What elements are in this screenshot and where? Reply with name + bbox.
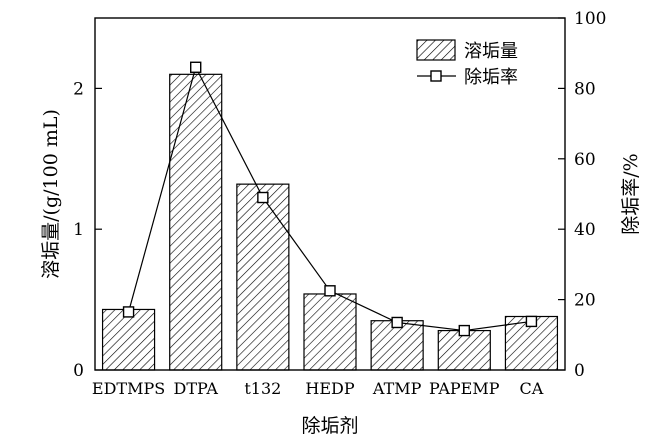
- bar-papemp: [437, 329, 491, 371]
- right-axis: 0 20 40 60 80 100: [558, 9, 606, 381]
- x-tick-label: EDTMPS: [92, 379, 165, 398]
- bar-hedp: [303, 293, 357, 371]
- y-tick-label: 2: [73, 79, 84, 99]
- bars-layer: [101, 73, 559, 371]
- y-tick-label: 1: [73, 220, 84, 240]
- point-dtpa: [190, 61, 202, 73]
- y-axis-title: 溶垢量/(g/100 mL): [40, 109, 62, 279]
- point-hedp: [324, 285, 336, 297]
- y2-tick-label: 20: [574, 291, 596, 311]
- legend-line-marker: [430, 70, 442, 82]
- legend-bar-label: 溶垢量: [464, 41, 518, 62]
- y2-tick-label: 60: [574, 150, 596, 170]
- x-tick-label: DTPA: [174, 379, 219, 398]
- bar-dtpa: [169, 73, 223, 371]
- bar-edtmps: [101, 308, 156, 371]
- x-axis-title: 除垢剂: [301, 415, 358, 437]
- x-tick-label: t132: [244, 379, 281, 398]
- y2-tick-label: 100: [574, 9, 606, 29]
- point-ca: [525, 315, 538, 328]
- point-t132: [257, 191, 269, 204]
- y-tick-label: 0: [73, 361, 84, 381]
- y2-tick-label: 80: [574, 79, 596, 99]
- plot-frame: [94, 17, 566, 371]
- x-tick-label: HEDP: [305, 379, 354, 398]
- bar-atmp: [370, 320, 424, 371]
- x-tick-label: CA: [520, 379, 544, 398]
- x-axis: EDTMPS DTPA t132 HEDP ATMP PAPEMP CA: [92, 379, 544, 398]
- point-papemp: [458, 324, 470, 337]
- y2-tick-label: 0: [574, 361, 585, 381]
- legend-bar-swatch: [416, 39, 456, 61]
- y2-axis-title: 除垢率/%: [620, 153, 642, 234]
- y2-tick-label: 40: [574, 220, 596, 240]
- left-axis: 0 1 2: [73, 79, 102, 381]
- legend: 溶垢量 除垢率: [416, 39, 518, 88]
- line-layer: [122, 61, 538, 337]
- point-atmp: [391, 316, 403, 329]
- x-tick-label: PAPEMP: [429, 379, 500, 398]
- bar-t132: [236, 183, 290, 371]
- legend-line-label: 除垢率: [464, 67, 518, 88]
- frame-layer: [94, 17, 566, 371]
- x-tick-label: ATMP: [372, 379, 422, 398]
- point-edtmps: [122, 306, 135, 318]
